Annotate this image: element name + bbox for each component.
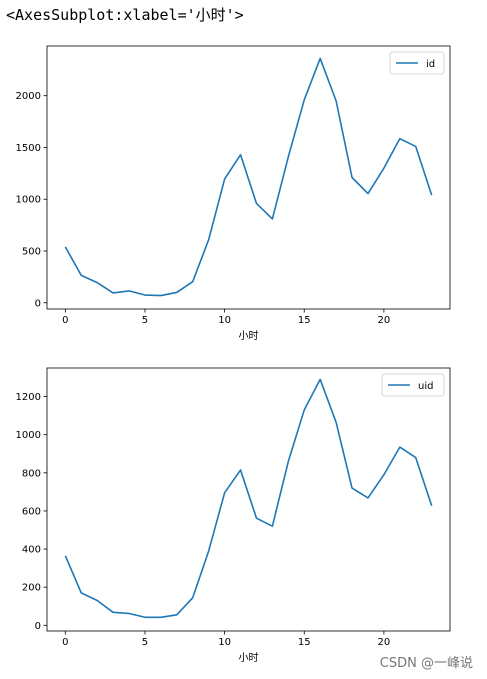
- y-tick-label: 2000: [16, 91, 41, 102]
- x-tick-label: 0: [62, 315, 68, 326]
- y-tick-label: 800: [22, 468, 41, 479]
- legend-label: uid: [418, 381, 433, 392]
- x-tick-label: 5: [142, 637, 148, 648]
- y-tick-label: 1000: [16, 195, 41, 206]
- y-tick-label: 1000: [16, 430, 41, 441]
- y-tick-label: 200: [22, 583, 41, 594]
- x-axis-label: 小时: [239, 652, 259, 664]
- y-tick-label: 600: [22, 506, 41, 517]
- x-tick-label: 0: [62, 637, 68, 648]
- x-tick-label: 20: [378, 315, 391, 326]
- x-tick-label: 20: [378, 637, 391, 648]
- series-line-id: [64, 57, 433, 297]
- y-tick-label: 400: [22, 545, 41, 556]
- legend-label: id: [426, 59, 435, 70]
- y-tick-label: 1500: [16, 143, 41, 154]
- watermark: CSDN @一峰说: [379, 656, 473, 671]
- x-tick-label: 10: [218, 637, 231, 648]
- y-tick-label: 500: [22, 247, 41, 258]
- x-tick-label: 15: [298, 315, 311, 326]
- y-tick-label: 1200: [16, 392, 41, 403]
- x-tick-label: 10: [218, 315, 231, 326]
- y-tick-label: 0: [35, 621, 41, 632]
- plot-frame: [46, 367, 451, 632]
- plot-frame: [46, 45, 451, 310]
- x-axis-label: 小时: [239, 330, 259, 342]
- legend-box: [381, 373, 445, 397]
- line-chart-id: 0 5 10 15 20 0 500 1000 1500 2000 小时 id: [16, 45, 451, 342]
- series-line-uid: [64, 378, 433, 619]
- y-tick-label: 0: [35, 298, 41, 309]
- output-repr-text: <AxesSubplot:xlabel='小时'>: [6, 6, 244, 24]
- x-tick-label: 5: [142, 315, 148, 326]
- x-tick-label: 15: [298, 637, 311, 648]
